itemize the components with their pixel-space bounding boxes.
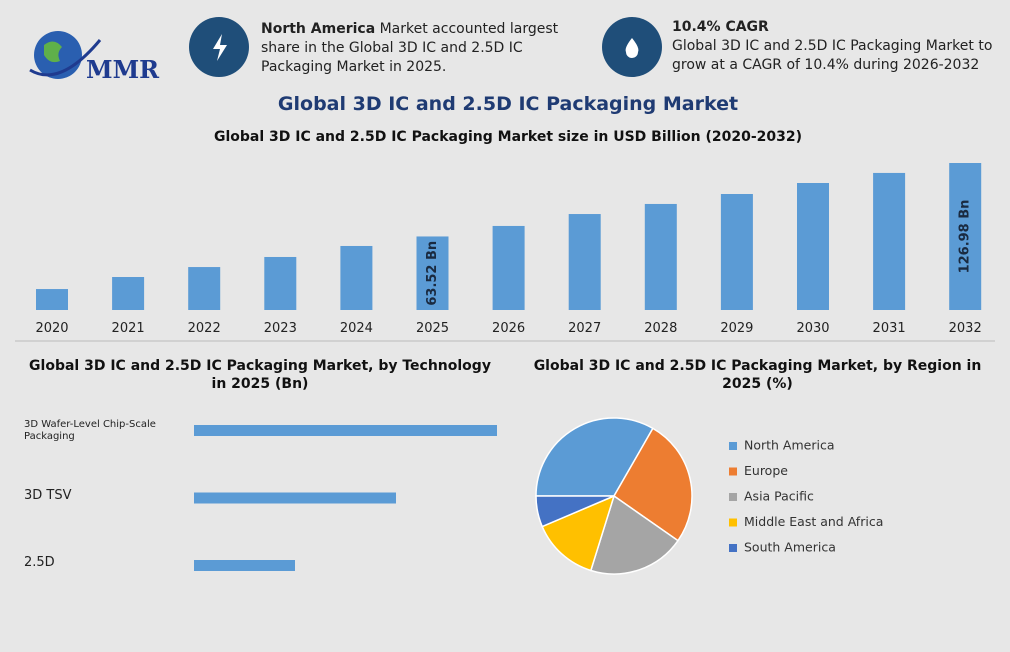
y-tick-label: 2.5D xyxy=(24,555,55,570)
icon-drop xyxy=(625,38,639,58)
y-tick-label: 3D TSV xyxy=(24,487,72,503)
legend-swatch xyxy=(729,467,737,476)
bar xyxy=(416,236,449,310)
x-tick-label: 2025 xyxy=(416,321,449,336)
x-tick-label: 2022 xyxy=(188,321,221,336)
bar xyxy=(949,163,982,310)
x-tick-label: 2024 xyxy=(340,321,373,336)
y-tick-label: 3D Wafer-Level Chip-Scale Packaging xyxy=(24,419,156,442)
info-text: Market accounted largest share in the Gl… xyxy=(261,21,559,75)
x-tick-label: 2028 xyxy=(644,321,677,336)
x-tick-label: 2020 xyxy=(35,321,68,336)
info-bold: North America xyxy=(261,21,376,37)
bar xyxy=(36,289,68,310)
legend-label: North America xyxy=(744,438,835,453)
bar xyxy=(340,245,373,310)
x-tick-label: 2030 xyxy=(796,321,829,336)
pie-slice xyxy=(535,417,654,497)
legend-label: Europe xyxy=(744,463,788,478)
pie-slice xyxy=(613,427,693,542)
bar xyxy=(644,203,677,310)
legend-label: Asia Pacific xyxy=(744,489,814,504)
bar xyxy=(797,183,829,310)
x-tick-label: 2032 xyxy=(949,321,982,336)
pie-slice xyxy=(589,494,680,575)
x-tick-label: 2026 xyxy=(492,321,525,336)
x-tick-label: 2021 xyxy=(112,321,145,336)
value-label: 126.98 Bn xyxy=(958,200,973,274)
pie-slice xyxy=(541,494,616,572)
chart-subtitle: Global 3D IC and 2.5D IC Packaging Marke… xyxy=(214,129,802,145)
chart-title: Global 3D IC and 2.5D IC Packaging Marke… xyxy=(533,358,982,392)
x-tick-label: 2027 xyxy=(568,321,601,336)
bar xyxy=(492,225,525,310)
logo-land xyxy=(44,41,62,63)
x-tick-label: 2029 xyxy=(720,321,753,336)
value-label: 63.52 Bn xyxy=(425,241,440,306)
chart-title: Global 3D IC and 2.5D IC Packaging Marke… xyxy=(29,358,491,392)
logo-swoosh xyxy=(29,39,102,77)
legend-swatch xyxy=(729,442,737,450)
info-box: 10.4% CAGR Global 3D IC and 2.5D IC Packa… xyxy=(672,18,997,75)
legend-swatch xyxy=(729,493,737,501)
legend-swatch xyxy=(729,544,737,552)
bar xyxy=(188,267,221,310)
icon-bolt xyxy=(213,34,227,61)
bar xyxy=(264,256,297,310)
bar xyxy=(873,172,906,310)
bar xyxy=(568,214,601,310)
legend-label: Middle East and Africa xyxy=(744,514,883,529)
logo-text: MMR xyxy=(86,55,160,84)
bar xyxy=(112,277,145,310)
x-tick-label: 2023 xyxy=(264,321,297,336)
bar xyxy=(194,492,396,504)
legend-swatch xyxy=(729,518,737,527)
bar xyxy=(194,425,497,436)
info-box: North America Market accounted largest s… xyxy=(261,20,561,77)
bar xyxy=(720,194,753,310)
legend-label: South America xyxy=(744,540,836,555)
x-tick-label: 2031 xyxy=(873,321,906,336)
main-title: Global 3D IC and 2.5D IC Packaging Marke… xyxy=(278,93,738,115)
pie-slice xyxy=(535,495,615,528)
info-bold: 10.4% CAGR xyxy=(672,19,769,35)
info-text: Global 3D IC and 2.5D IC Packaging Marke… xyxy=(672,38,993,73)
bar xyxy=(194,560,295,571)
